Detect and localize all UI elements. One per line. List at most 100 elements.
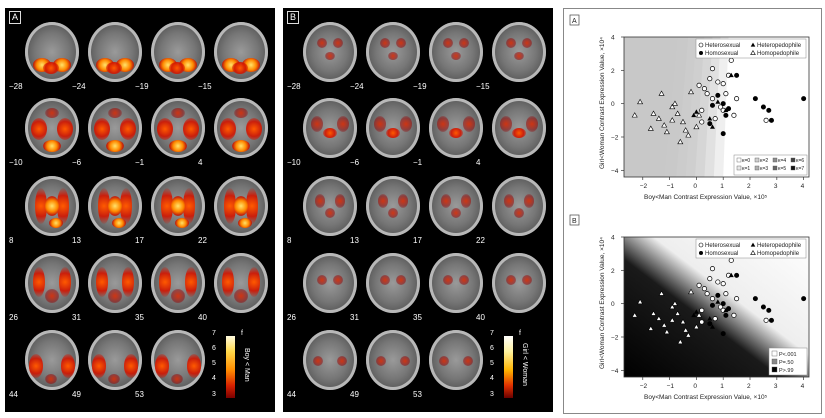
panel-a-slice-label: 35 [135, 313, 144, 322]
point-homopedophile [663, 328, 670, 335]
point-heterosexual [709, 96, 716, 102]
panel-a-brain-slice [214, 253, 268, 313]
panel-b-activation-blob [449, 128, 463, 138]
colorbar-b-tick: 7 [490, 330, 494, 337]
panel-a-activation-blob [161, 188, 173, 224]
legend-label: Heterosexual [705, 43, 740, 49]
panel-a-activation-blob [124, 354, 138, 378]
panel-a-slice-label: 40 [198, 313, 207, 322]
point-homopedophile [655, 315, 662, 321]
point-homopedophile [637, 298, 644, 305]
panel-a-activation-blob [29, 354, 43, 378]
panel-a-slice-label: 4 [198, 158, 203, 167]
panel-b-activation-blob [396, 38, 406, 48]
panel-b-activation-blob [380, 38, 390, 48]
x-tick-label: 0 [693, 383, 697, 390]
panel-b-activation-blob [333, 275, 343, 285]
point-heteropedophile [723, 107, 729, 113]
point-homopedophile [671, 100, 678, 106]
point-heterosexual [707, 76, 713, 82]
y-tick-label: −4 [611, 368, 619, 375]
colorbar-b-tick: 6 [490, 345, 494, 352]
panel-b-activation-blob [386, 128, 400, 138]
panel-b-slice-label: 31 [350, 313, 359, 322]
panel-b-slice-label: 8 [287, 236, 292, 245]
x-tick-label: 3 [774, 183, 778, 190]
panel-a-slice-label: −24 [72, 82, 86, 91]
panel-a-brain-slice [88, 176, 142, 236]
legend-label: Heteropedophile [757, 43, 802, 49]
point-heterosexual [709, 266, 716, 272]
panel-b-activation-blob [459, 275, 469, 285]
panel-b-slice-label: −24 [350, 82, 364, 91]
panel-a-activation-blob [108, 289, 122, 303]
panel-a-activation-blob [57, 118, 73, 140]
panel-a-activation-blob [108, 374, 120, 384]
panel-b-label: B [287, 11, 299, 24]
shade-label: κ=0 [742, 158, 750, 164]
point-homopedophile [674, 310, 681, 316]
colorbar-b-tick: 5 [490, 360, 494, 367]
point-homopedophile [693, 323, 700, 330]
panel-a-activation-blob [94, 118, 110, 140]
panel-b-activation-blob [333, 38, 343, 48]
panel-b-brain-slice [303, 22, 357, 82]
panel-a-brain-slice [151, 330, 205, 390]
colorbar-a-tick: 6 [212, 345, 216, 352]
point-heterosexual [704, 291, 710, 297]
panel-label: A [572, 18, 577, 25]
panel-a-activation-blob [224, 188, 236, 224]
colorbar-b [504, 336, 513, 398]
y-tick-label: 0 [611, 101, 615, 108]
legend-label: Heteropedophile [757, 243, 802, 249]
panel-b-activation-blob [504, 194, 514, 208]
panel-b-brain-slice [492, 22, 546, 82]
panel-b-brain-slice [429, 176, 483, 236]
panel-b-activation-blob [514, 52, 524, 60]
point-homopedophile [658, 90, 665, 96]
panel-a-brain-slice [25, 330, 79, 390]
panel-a-brain-slice [214, 22, 268, 82]
panel-b-brain-slice [303, 330, 357, 390]
shade-label: P>.99 [779, 368, 794, 374]
point-homopedophile [674, 110, 681, 116]
panel-a-slice-label: 17 [135, 236, 144, 245]
point-homopedophile [658, 290, 665, 296]
x-axis-label: Boy<Man Contrast Expression Value, ×10⁵ [644, 394, 768, 401]
point-heterosexual [704, 91, 710, 97]
shade-label: κ=4 [778, 158, 786, 164]
panel-b-brain-slice [492, 176, 546, 236]
panel-a-brain-slice [88, 330, 142, 390]
shade-swatch [790, 157, 796, 163]
panel-a-brain-slice [214, 98, 268, 158]
panel-a-activation-blob [49, 218, 63, 228]
scatter-figure: A −2 −1 0 1 2 3 4 4 2 0 −2 −4 Boy<Man Contrast Expres… [563, 8, 822, 414]
legend-box [695, 38, 807, 59]
shade-swatch [771, 350, 778, 357]
shade-label: κ=7 [796, 166, 804, 172]
y-tick-label: 2 [611, 68, 615, 75]
point-heterosexual [709, 296, 716, 302]
point-homosexual [760, 104, 766, 110]
panel-b-activation-blob [323, 128, 337, 138]
colorbar-b-title: Girl < Woman [521, 343, 528, 386]
panel-b-activation-blob [461, 194, 471, 208]
point-heterosexual [731, 312, 737, 318]
point-homopedophile [669, 303, 676, 310]
panel-b-brain-slice [429, 253, 483, 313]
point-heteropedophile [693, 109, 699, 114]
point-homopedophile [677, 338, 684, 345]
panel-b-activation-blob [443, 275, 453, 285]
point-homopedophile [650, 110, 657, 116]
shade-swatch [771, 366, 778, 373]
point-heterosexual [728, 257, 734, 263]
panel-b-activation-blob [522, 275, 532, 285]
plot-A [569, 14, 810, 180]
panel-a-activation-blob [92, 354, 106, 378]
panel-a-activation-blob [157, 118, 173, 140]
point-homopedophile [669, 117, 676, 123]
point-homosexual [720, 131, 726, 137]
panel-a-activation-blob [106, 62, 122, 74]
panel-a-activation-blob [45, 289, 59, 303]
point-homopedophile [631, 312, 638, 318]
